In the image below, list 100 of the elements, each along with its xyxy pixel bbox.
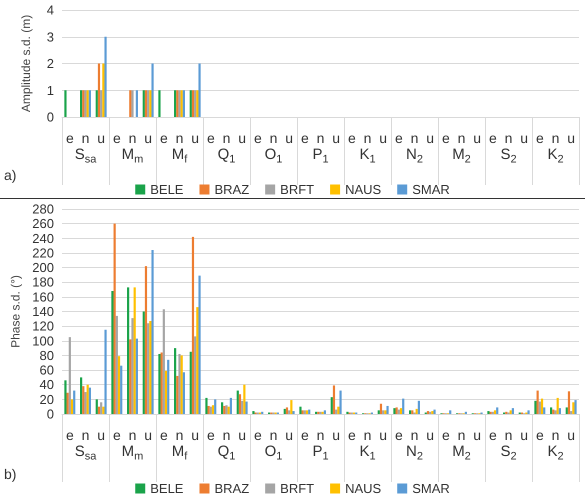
x-tick-label: n	[458, 427, 466, 443]
bar	[68, 337, 71, 414]
bar	[418, 400, 420, 414]
y-tick-label: 0	[46, 110, 54, 124]
bar	[433, 410, 436, 414]
bar	[243, 384, 246, 414]
bar	[332, 385, 336, 414]
bar	[160, 352, 163, 414]
bar	[194, 336, 196, 414]
x-tick-label: u	[144, 130, 152, 146]
bar	[558, 408, 561, 414]
x-tick-label: u	[238, 130, 246, 146]
bar	[98, 406, 100, 414]
bar	[158, 354, 161, 414]
y-axis-title: Phase s.d. (°)	[8, 275, 22, 348]
bar	[114, 224, 116, 414]
x-tick-label: u	[332, 130, 340, 146]
y-tick-label: 160	[32, 289, 54, 304]
x-tick-label: e	[394, 130, 403, 146]
bar	[330, 397, 333, 414]
bar	[84, 392, 87, 414]
bar	[134, 287, 136, 414]
x-tick-label: n	[552, 427, 560, 443]
x-tick-label: e	[488, 130, 497, 146]
bar	[192, 236, 194, 414]
x-tick-label: u	[426, 427, 434, 443]
y-tick-label: 40	[40, 377, 54, 392]
bar	[162, 309, 165, 414]
x-tick-label: u	[191, 427, 200, 443]
x-tick-label: u	[567, 130, 576, 146]
bar	[104, 36, 107, 117]
x-tick-label: n	[316, 427, 324, 443]
x-tick-label: e	[206, 130, 215, 146]
bar	[568, 391, 570, 414]
legend-label: NAUS	[345, 481, 382, 496]
x-tick-label: u	[97, 427, 106, 443]
x-tick-label: e	[112, 427, 121, 443]
bar	[190, 90, 192, 117]
bar	[190, 352, 192, 414]
x-tick-label: e	[160, 427, 168, 443]
x-tick-label: n	[458, 130, 466, 146]
bar	[570, 411, 572, 414]
bar	[228, 406, 230, 414]
bar	[574, 400, 577, 414]
x-tick-label: e	[254, 427, 262, 443]
bar	[335, 410, 338, 414]
bar	[102, 64, 104, 117]
bar	[426, 411, 430, 414]
bar	[96, 90, 98, 117]
bar	[288, 410, 290, 414]
bar	[538, 402, 541, 414]
x-tick-label: u	[144, 427, 152, 443]
bar	[131, 90, 134, 117]
text: a)	[4, 167, 16, 183]
x-tick-label: u	[473, 130, 482, 146]
bar	[416, 408, 418, 414]
y-tick-label: 100	[32, 333, 54, 348]
x-tick-label: e	[112, 130, 121, 146]
x-tick-label: n	[176, 427, 184, 443]
x-tick-label: e	[442, 130, 450, 146]
bar	[164, 370, 168, 414]
y-tick-label: 220	[32, 245, 54, 260]
bar	[378, 410, 380, 414]
x-tick-label: u	[285, 427, 294, 443]
bar	[398, 410, 400, 414]
bar	[80, 377, 82, 414]
bar	[192, 90, 194, 117]
bar	[550, 407, 552, 414]
bar	[86, 384, 89, 414]
bar	[174, 348, 176, 414]
bar	[284, 408, 286, 414]
x-tick-label: e	[300, 427, 309, 443]
y-tick-label: 280	[32, 202, 54, 216]
bar	[540, 398, 544, 414]
bar	[176, 376, 178, 414]
bar	[64, 380, 67, 414]
y-tick-label: 180	[32, 274, 54, 290]
bar	[198, 276, 201, 414]
bar	[182, 372, 185, 414]
x-tick-label: e	[206, 427, 215, 443]
x-tick-label: e	[348, 130, 356, 146]
x-tick-label: u	[191, 130, 200, 146]
x-tick-label: n	[270, 427, 278, 443]
bar	[393, 408, 396, 414]
x-tick-label: u	[520, 130, 528, 146]
y-axis-title: Amplitude s.d. (m)	[19, 14, 33, 112]
x-tick-label: e	[254, 130, 262, 146]
x-tick-label: u	[520, 427, 528, 443]
bar	[178, 354, 181, 414]
bar	[136, 338, 138, 414]
x-tick-label: u	[332, 427, 340, 443]
y-tick-label: 120	[32, 318, 54, 334]
x-tick-label: n	[128, 130, 136, 146]
x-tick-label: u	[426, 130, 434, 146]
y-tick-label: 1	[46, 82, 54, 98]
bar	[144, 266, 148, 414]
bar	[400, 408, 402, 414]
bar	[84, 90, 87, 117]
x-tick-label: n	[128, 427, 136, 443]
x-tick-label: n	[82, 130, 90, 146]
